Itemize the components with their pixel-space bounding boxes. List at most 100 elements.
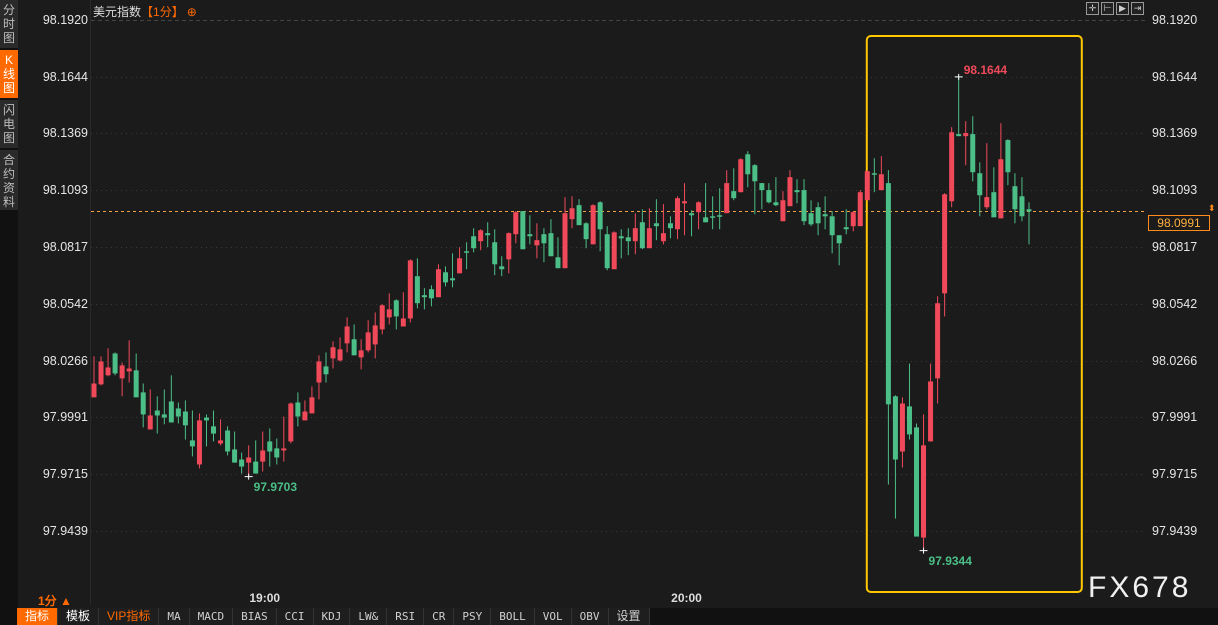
candle-body bbox=[689, 213, 695, 216]
toolbar-item-1[interactable]: 模板 bbox=[58, 608, 100, 625]
toolbar-item-2[interactable]: VIP指标 bbox=[99, 608, 160, 625]
y-tick-label: 98.1920 bbox=[42, 12, 88, 27]
candle-body bbox=[618, 236, 624, 239]
candle-body bbox=[991, 192, 997, 218]
candle-body bbox=[225, 430, 231, 452]
candle-body bbox=[471, 236, 477, 249]
circle-plus-icon[interactable]: ⊕ bbox=[186, 5, 197, 19]
candle-body bbox=[646, 228, 652, 249]
x-tick-label: 19:00 bbox=[249, 591, 281, 605]
symbol-name: 美元指数 bbox=[93, 5, 142, 19]
candle-body bbox=[801, 190, 807, 222]
toolbar-item-7[interactable]: KDJ bbox=[313, 608, 351, 625]
period-selector[interactable]: 1分 ▲ bbox=[38, 592, 72, 609]
crosshair-icon[interactable]: ✛ bbox=[1086, 2, 1099, 15]
candle-body bbox=[211, 426, 217, 434]
candle-body bbox=[358, 350, 364, 358]
toolbar-item-13[interactable]: VOL bbox=[534, 608, 572, 625]
candle-body bbox=[309, 397, 315, 414]
candle-body bbox=[935, 303, 941, 379]
candle-body bbox=[274, 448, 280, 458]
triangle-up-icon: ▲ bbox=[60, 594, 72, 608]
candle-body bbox=[731, 191, 737, 199]
candle-body bbox=[717, 215, 723, 217]
candle-body bbox=[555, 257, 561, 269]
y-tick-label: 98.0817 bbox=[42, 239, 88, 254]
candle-body bbox=[780, 200, 786, 222]
candle-body bbox=[724, 183, 730, 214]
candle-body bbox=[140, 392, 146, 415]
candle-body bbox=[457, 258, 463, 274]
candle-body bbox=[1026, 209, 1032, 212]
chart-title: 美元指数【1分】 ⊕ bbox=[93, 3, 197, 20]
candle-body bbox=[829, 216, 835, 236]
toolbar-item-3[interactable]: MA bbox=[159, 608, 190, 625]
candle-body bbox=[379, 305, 385, 330]
chart-type-sidebar: 分时图 K线图闪电图合约资料 bbox=[0, 0, 18, 625]
candle-body bbox=[906, 406, 912, 435]
candle-body bbox=[921, 445, 927, 538]
candle-body bbox=[302, 411, 308, 421]
candle-body bbox=[182, 411, 188, 426]
candle-body bbox=[175, 408, 181, 417]
candle-body bbox=[119, 365, 125, 379]
candle-body bbox=[942, 194, 948, 294]
y-tick-label: 98.1369 bbox=[1152, 125, 1198, 140]
toolbar-item-0[interactable]: 指标 bbox=[17, 608, 59, 625]
candle-body bbox=[977, 173, 983, 196]
candle-body bbox=[885, 183, 891, 405]
toolbar-item-15[interactable]: 设置 bbox=[608, 608, 650, 625]
candle-body bbox=[98, 361, 104, 385]
toolbar-item-6[interactable]: CCI bbox=[276, 608, 314, 625]
candle-body bbox=[1012, 186, 1018, 210]
candle-body bbox=[871, 173, 877, 175]
candle-body bbox=[611, 232, 617, 270]
scroll-to-end-icon[interactable]: ⇥ bbox=[1131, 2, 1144, 15]
extreme-marker bbox=[244, 473, 253, 480]
candle-body bbox=[344, 326, 350, 344]
toolbar-item-4[interactable]: MACD bbox=[189, 608, 234, 625]
sidebar-tab-2[interactable]: 闪电图 bbox=[0, 100, 18, 148]
sidebar-tab-0[interactable]: 分时图 bbox=[0, 0, 18, 48]
toolbar-item-8[interactable]: LW& bbox=[350, 608, 388, 625]
candle-body bbox=[773, 202, 779, 206]
candle-body bbox=[126, 368, 132, 372]
candle-body bbox=[372, 325, 378, 345]
candle-body bbox=[450, 278, 456, 281]
y-tick-label: 98.1644 bbox=[42, 69, 88, 84]
candle-body bbox=[485, 233, 491, 236]
candle-body bbox=[625, 237, 631, 242]
y-tick-label: 98.0542 bbox=[1152, 296, 1198, 311]
candle-body bbox=[330, 347, 336, 359]
candle-body bbox=[970, 134, 976, 173]
candle-body bbox=[696, 202, 702, 213]
zoom-in-range-icon[interactable]: ⊢ bbox=[1101, 2, 1114, 15]
toolbar-item-14[interactable]: OBV bbox=[571, 608, 609, 625]
toolbar-item-12[interactable]: BOLL bbox=[491, 608, 535, 625]
toolbar-item-11[interactable]: PSY bbox=[454, 608, 492, 625]
toolbar-item-10[interactable]: CR bbox=[424, 608, 455, 625]
candle-body bbox=[133, 370, 139, 398]
low-price-label: 97.9344 bbox=[928, 553, 972, 568]
y-tick-label: 98.1644 bbox=[1152, 69, 1198, 84]
sidebar-tab-3[interactable]: 合约资料 bbox=[0, 150, 18, 210]
toolbar-item-9[interactable]: RSI bbox=[387, 608, 425, 625]
candle-body bbox=[147, 415, 153, 430]
candle-body bbox=[808, 213, 814, 225]
fx678-watermark: FX678 bbox=[1088, 571, 1192, 604]
candle-body bbox=[674, 198, 680, 230]
play-range-icon[interactable]: ▶ bbox=[1116, 2, 1129, 15]
candle-body bbox=[407, 260, 413, 319]
y-tick-label: 98.1920 bbox=[1152, 12, 1198, 27]
sidebar-tab-1[interactable]: K线图 bbox=[0, 50, 18, 98]
y-tick-label: 97.9439 bbox=[42, 523, 88, 538]
y-tick-label: 98.1093 bbox=[42, 182, 88, 197]
candle-body bbox=[337, 349, 343, 361]
candle-body bbox=[414, 276, 420, 304]
candle-body bbox=[1019, 196, 1025, 217]
candle-body bbox=[745, 154, 751, 175]
toolbar-item-5[interactable]: BIAS bbox=[233, 608, 277, 625]
candle-body bbox=[597, 202, 603, 230]
candle-body bbox=[246, 457, 252, 463]
